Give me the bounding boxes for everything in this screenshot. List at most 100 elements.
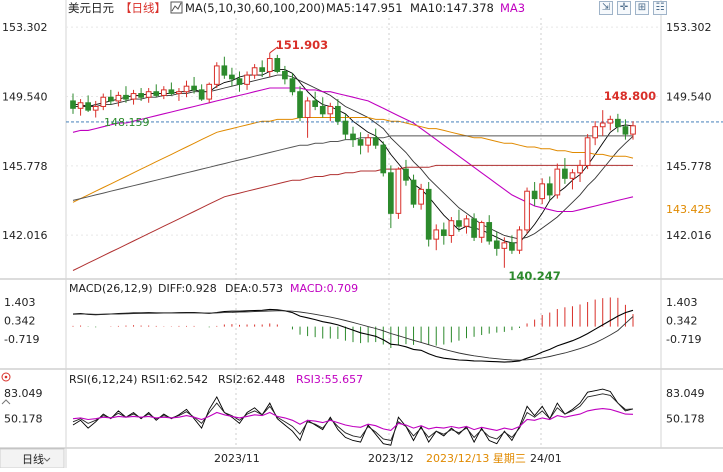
ma-settings-icon[interactable] — [170, 1, 183, 14]
period-tab-arrow-icon[interactable] — [43, 457, 51, 462]
ma-line-ma60 — [72, 117, 634, 203]
candle-body — [493, 240, 500, 249]
candle-body — [599, 122, 606, 128]
candle-body — [198, 89, 205, 100]
candle-body — [115, 94, 122, 102]
candle-body — [524, 190, 530, 231]
price-tick-right: 142.016 — [666, 229, 712, 242]
candle-body — [395, 168, 402, 214]
crosshair-icon[interactable]: ✛ — [617, 1, 631, 15]
rsi-collapse-icon[interactable] — [1, 399, 11, 405]
price-tick-left: 149.540 — [2, 91, 48, 104]
candle-body — [478, 222, 485, 238]
candle-body — [130, 93, 137, 100]
candle-body — [297, 91, 303, 119]
macd-diff-value: DIFF:0.928 — [158, 282, 217, 295]
macd-params-label: MACD(26,12,9) — [69, 282, 153, 295]
candle-body — [607, 118, 614, 124]
candle-body — [107, 96, 114, 102]
candle-body — [592, 126, 599, 139]
candle-body — [153, 91, 160, 96]
candle-body — [562, 168, 568, 179]
rsi-settings-icon[interactable] — [1, 372, 11, 382]
crosshair-date-label: 2023/12/13 星期三 — [426, 452, 526, 465]
candle-body — [584, 137, 591, 166]
candle-body — [176, 91, 182, 95]
candle-body — [433, 229, 440, 240]
date-label-2: 2023/12 — [368, 452, 414, 465]
candle-body — [463, 218, 470, 227]
rsi-tick-left: 50.178 — [4, 413, 43, 426]
ma-params-label: MA(5,10,30,60,100,200) — [185, 1, 325, 15]
candle-body — [266, 58, 273, 72]
candle-body — [282, 70, 288, 80]
macd-tick-left: 0.342 — [4, 315, 36, 328]
rsi3-value: RSI3:55.657 — [296, 373, 363, 386]
candle-body — [304, 100, 311, 119]
candle-body — [440, 229, 447, 236]
high-marker — [269, 46, 279, 54]
candle-body — [357, 139, 364, 146]
candle-body — [471, 218, 477, 238]
rsi-tick-right: 83.049 — [666, 387, 705, 400]
candle-body — [448, 220, 455, 236]
rsi-tick-right: 50.178 — [666, 413, 705, 426]
recent-high-label: 148.800 — [604, 89, 656, 103]
candle-body — [410, 179, 417, 205]
candle-body — [630, 125, 636, 135]
candle-body — [168, 89, 175, 95]
macd-line-dea — [72, 310, 634, 361]
candle-body — [191, 85, 197, 91]
high-label: 151.903 — [276, 38, 328, 52]
ma10-value: MA10:147.378 — [410, 1, 494, 15]
price-tick-right: 149.540 — [666, 91, 712, 104]
price-tick-left: 145.778 — [2, 160, 48, 173]
candle-body — [70, 100, 76, 109]
period-label: 【日线】 — [120, 1, 166, 15]
date-label-3: 24/01 — [530, 452, 562, 465]
macd-tick-right: 1.403 — [666, 296, 698, 309]
candle-body — [365, 137, 371, 146]
rsi1-value: RSI1:62.542 — [141, 373, 208, 386]
candle-body — [138, 93, 144, 98]
candle-body — [85, 102, 91, 111]
candle-body — [274, 58, 281, 72]
candle-body — [259, 67, 266, 72]
candle-body — [229, 74, 235, 80]
price-tick-left: 153.302 — [2, 21, 48, 34]
expand-icon[interactable]: ⇲ — [599, 1, 613, 15]
candle-body — [236, 78, 243, 85]
rsi-line-rsi1 — [72, 388, 634, 446]
reference-hline-label: 148.159 — [104, 116, 150, 129]
period-tab-label: 日线 — [22, 452, 44, 466]
rsi-line-rsi2 — [72, 393, 634, 442]
macd-tick-right: 0.342 — [666, 315, 698, 328]
rsi-line-rsi3 — [72, 408, 634, 431]
candle-body — [183, 85, 190, 93]
rsi-panel: 83.049 83.049 50.178 50.178 — [4, 387, 705, 446]
candle-body — [501, 242, 508, 249]
candle-body — [516, 229, 523, 251]
candle-body — [387, 172, 394, 214]
price-tick-right: 153.302 — [666, 21, 712, 34]
macd-tick-left: -0.719 — [4, 333, 39, 346]
candle-body — [486, 222, 493, 242]
macd-dea-value: DEA:0.573 — [225, 282, 283, 295]
candle-body — [509, 242, 515, 251]
candle-body — [213, 65, 220, 85]
settings-icon[interactable]: ☷ — [653, 1, 667, 15]
rsi2-value: RSI2:62.448 — [218, 373, 285, 386]
candle-body — [327, 105, 334, 115]
ma3-label: MA3 — [500, 1, 525, 15]
candle-body — [569, 172, 576, 179]
candle-body — [335, 105, 341, 122]
compare-icon[interactable]: ⊞ — [635, 1, 649, 15]
candle-body — [539, 183, 546, 200]
candle-body — [160, 89, 167, 96]
price-tick-left: 142.016 — [2, 229, 48, 242]
candle-body — [350, 133, 356, 141]
rsi-params-label: RSI(6,12,24) — [69, 373, 137, 386]
candle-body — [92, 105, 99, 111]
candle-body — [312, 100, 319, 107]
candle-body — [622, 126, 629, 135]
